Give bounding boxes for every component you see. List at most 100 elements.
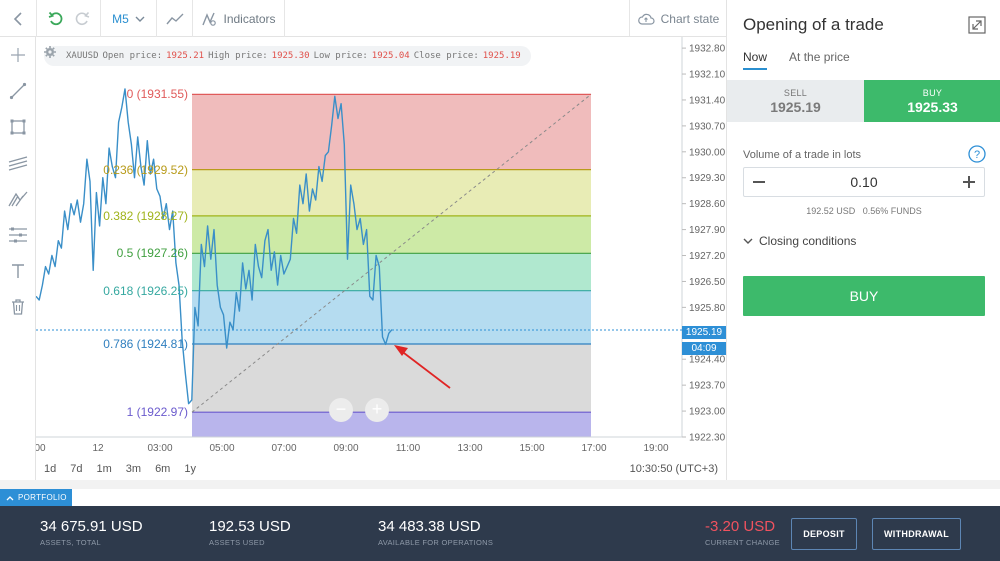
undo-icon[interactable] <box>48 11 64 27</box>
period-selector: 1d 7d 1m 3m 6m 1y <box>44 463 196 475</box>
annotation-arrow-head <box>394 345 408 356</box>
chart-canvas[interactable]: 1932.80 1932.10 1931.40 1930.70 1930.00 1929.… <box>36 37 726 480</box>
indicators-button[interactable]: Indicators <box>193 0 285 37</box>
deposit-button[interactable]: DEPOSIT <box>791 518 857 550</box>
divider <box>0 480 1000 489</box>
x-tick-label: 03:00 <box>147 443 172 454</box>
channel-tool[interactable] <box>6 151 30 175</box>
y-tick-label: 1929.30 <box>689 173 726 184</box>
volume-increase-button[interactable] <box>954 168 984 196</box>
y-tick-label: 1923.70 <box>689 381 726 392</box>
y-tick-label: 1931.40 <box>689 95 726 106</box>
assets-used: 192.53 USD ASSETS USED <box>209 518 291 547</box>
x-tick-label: 11:00 <box>396 443 421 454</box>
fib-zone <box>192 253 591 291</box>
period-7d[interactable]: 7d <box>70 463 83 475</box>
fib-zone <box>192 94 591 170</box>
tab-now[interactable]: Now <box>743 50 768 70</box>
channel-icon <box>8 156 28 171</box>
trendline-tool[interactable] <box>6 79 30 103</box>
chart-state-button[interactable]: Chart state <box>630 0 726 37</box>
available-funds: 34 483.38 USD AVAILABLE FOR OPERATIONS <box>378 518 493 547</box>
plus-icon <box>963 176 975 188</box>
pitchfork-icon <box>8 191 28 207</box>
chevron-left-icon <box>13 11 22 26</box>
account-summary-bar: 34 675.91 USD ASSETS, TOTAL 192.53 USD A… <box>0 506 1000 561</box>
open-value: 1925.21 <box>166 51 205 61</box>
fibonacci-tool[interactable] <box>6 223 30 247</box>
x-tick-label: 13:00 <box>457 443 482 454</box>
fib-level-label: 0 (1931.55) <box>126 87 188 102</box>
funds-percent: 0.56% FUNDS <box>862 206 922 216</box>
period-1m[interactable]: 1m <box>96 463 112 475</box>
funds-amount: 192.52 USD <box>806 206 856 216</box>
buy-button[interactable]: BUY <box>743 276 985 316</box>
fibonacci-icon <box>9 227 27 243</box>
y-tick-label: 1922.30 <box>689 433 726 444</box>
redo-icon[interactable] <box>74 11 90 27</box>
period-1d[interactable]: 1d <box>44 463 57 475</box>
zoom-out-button[interactable]: − <box>329 398 353 422</box>
volume-decrease-button[interactable] <box>744 168 774 196</box>
x-tick-label: 15:00 <box>519 443 544 454</box>
assets-total-value: 34 675.91 USD <box>40 518 143 535</box>
y-tick-label: 1925.80 <box>689 303 726 314</box>
closing-conditions-toggle[interactable]: Closing conditions <box>743 234 856 248</box>
available-value: 34 483.38 USD <box>378 518 481 535</box>
expand-icon[interactable] <box>968 16 986 34</box>
zoom-in-button[interactable]: + <box>365 398 389 422</box>
buy-toggle-button[interactable]: BUY 1925.33 <box>864 80 1000 122</box>
drawing-tools <box>0 37 36 480</box>
period-6m[interactable]: 6m <box>155 463 171 475</box>
fib-level-label: 0.5 (1927.26) <box>116 246 188 261</box>
timeframe-select[interactable]: M5 <box>101 0 157 37</box>
rectangle-icon <box>10 119 26 135</box>
y-tick-label: 1927.20 <box>689 251 726 262</box>
y-tick-label: 1930.70 <box>689 121 726 132</box>
cloud-icon <box>637 13 655 25</box>
fib-zone <box>192 215 591 254</box>
period-3m[interactable]: 3m <box>125 463 142 475</box>
x-tick-label: 00 <box>36 443 46 454</box>
withdrawal-button[interactable]: WITHDRAWAL <box>872 518 961 550</box>
delete-tool[interactable] <box>6 295 30 319</box>
line-chart-icon <box>165 13 183 24</box>
rectangle-tool[interactable] <box>6 115 30 139</box>
period-1y[interactable]: 1y <box>184 463 196 475</box>
sell-button[interactable]: SELL 1925.19 <box>727 80 864 122</box>
minus-icon: − <box>335 399 347 419</box>
help-icon[interactable]: ? <box>968 145 986 163</box>
tab-at-price[interactable]: At the price <box>789 50 850 64</box>
crosshair-tool[interactable] <box>6 43 30 67</box>
x-tick-label: 12 <box>92 443 104 454</box>
x-tick-label: 07:00 <box>271 443 296 454</box>
text-tool[interactable] <box>6 259 30 283</box>
fib-level-label: 0.382 (1928.27) <box>103 208 188 223</box>
chart-state-label: Chart state <box>660 11 720 26</box>
required-funds: 192.52 USD 0.56% FUNDS <box>727 206 1000 216</box>
gear-icon[interactable] <box>44 46 62 63</box>
back-button[interactable] <box>0 0 37 37</box>
panel-title: Opening of a trade <box>743 15 884 34</box>
volume-input[interactable]: 0.10 <box>850 174 878 190</box>
server-clock: 10:30:50 (UTC+3) <box>629 463 718 475</box>
x-tick-label: 19:00 <box>643 443 668 454</box>
sell-label: SELL <box>783 88 808 98</box>
chevron-up-icon <box>6 495 14 500</box>
chevron-down-icon <box>135 16 145 22</box>
pitchfork-tool[interactable] <box>6 187 30 211</box>
timeframe-value: M5 <box>112 11 129 26</box>
open-label: Open price: <box>102 51 163 61</box>
fib-trendline <box>191 94 592 413</box>
x-tick-label: 17:00 <box>581 443 606 454</box>
portfolio-tab[interactable]: PORTFOLIO <box>0 489 72 506</box>
portfolio-label: PORTFOLIO <box>18 493 67 502</box>
crosshair-icon <box>11 48 25 62</box>
y-tick-label: 1932.10 <box>689 70 726 81</box>
y-tick-label: 1930.00 <box>689 147 726 158</box>
chevron-down-icon <box>743 238 753 244</box>
chart-toolbar: M5 Indicators Chart state <box>0 0 726 37</box>
chart-type-button[interactable] <box>157 0 193 37</box>
assets-used-label: ASSETS USED <box>209 538 265 547</box>
price-chart[interactable]: 1932.80 1932.10 1931.40 1930.70 1930.00 1929.… <box>36 37 726 480</box>
